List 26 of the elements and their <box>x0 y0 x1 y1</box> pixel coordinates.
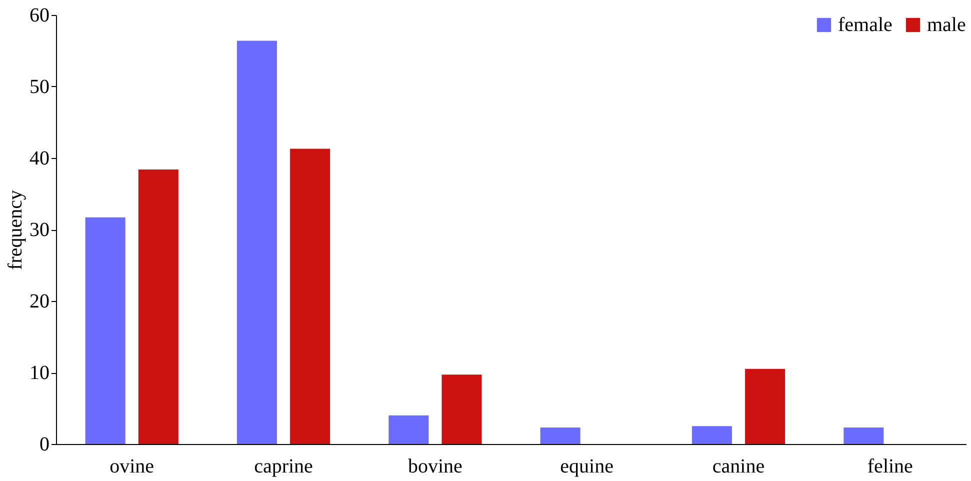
bar <box>236 40 277 444</box>
legend-label: female <box>838 14 893 36</box>
y-tick-label: 60 <box>30 4 50 26</box>
y-tick-label: 40 <box>30 148 50 170</box>
x-tick-label: ovine <box>110 456 154 478</box>
x-tick-label: feline <box>867 456 914 478</box>
x-tick-label: canine <box>712 456 765 478</box>
y-axis-title: frequency <box>4 190 26 270</box>
bar <box>844 428 884 444</box>
y-tick-label: 20 <box>30 290 50 312</box>
bar <box>745 368 786 444</box>
x-tick-label: bovine <box>408 456 463 478</box>
bar <box>85 217 126 444</box>
bar <box>290 148 330 444</box>
bar <box>442 374 482 444</box>
y-tick-label: 0 <box>40 434 50 456</box>
x-tick-label: equine <box>560 456 614 478</box>
x-tick-label: caprine <box>254 456 314 478</box>
legend-label: male <box>927 14 966 36</box>
y-tick-label: 10 <box>30 362 50 384</box>
bar <box>138 169 178 444</box>
bar <box>540 428 580 444</box>
bar <box>692 426 732 444</box>
bar <box>388 415 429 444</box>
y-tick-label: 30 <box>30 219 50 241</box>
y-tick-label: 50 <box>30 76 50 98</box>
